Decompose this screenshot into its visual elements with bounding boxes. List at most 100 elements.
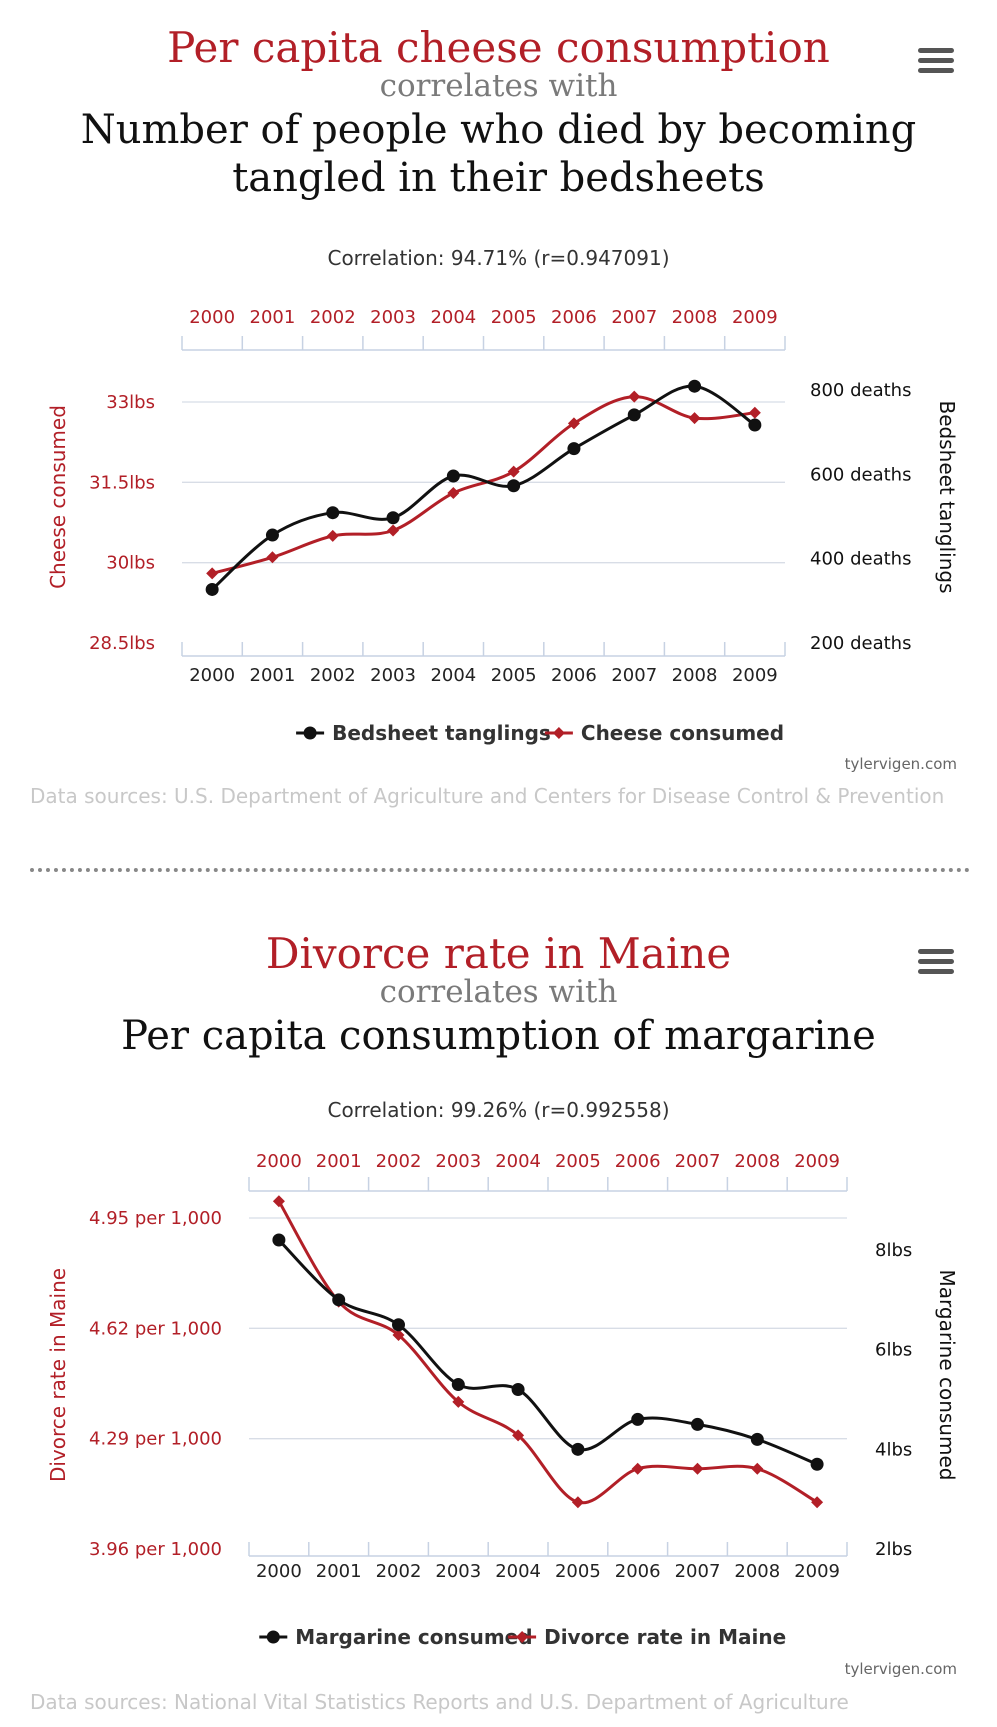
legend-label[interactable]: Bedsheet tanglings xyxy=(332,721,551,745)
x-tick-label-top: 2004 xyxy=(495,1151,541,1172)
y-right-axis-title: Bedsheet tanglings xyxy=(935,401,959,594)
data-point-margarine-consumed[interactable] xyxy=(392,1318,405,1332)
legend-marker-diamond[interactable] xyxy=(552,727,565,739)
data-point-cheese-consumed[interactable] xyxy=(326,529,339,542)
data-point-cheese-consumed[interactable] xyxy=(507,465,520,478)
y-right-tick-label: 6lbs xyxy=(875,1340,912,1361)
chart-title-variable-1: Divorce rate in Maine xyxy=(265,929,732,978)
data-point-divorce-rate-in-maine[interactable] xyxy=(631,1462,644,1475)
legend-marker-diamond[interactable] xyxy=(516,1631,529,1643)
x-tick-label-top: 2002 xyxy=(310,307,356,328)
data-point-margarine-consumed[interactable] xyxy=(810,1457,824,1471)
y-right-tick-label: 2lbs xyxy=(875,1539,912,1560)
data-point-margarine-consumed[interactable] xyxy=(272,1233,286,1247)
x-tick-label-bottom: 2007 xyxy=(611,665,657,686)
x-tick-label-bottom: 2009 xyxy=(794,1561,840,1582)
credit-text[interactable]: tylervigen.com xyxy=(844,1660,957,1678)
y-left-axis-title: Divorce rate in Maine xyxy=(46,1268,70,1482)
x-tick-label-bottom: 2008 xyxy=(734,1561,780,1582)
data-point-divorce-rate-in-maine[interactable] xyxy=(811,1496,824,1509)
legend-label[interactable]: Cheese consumed xyxy=(581,721,784,745)
data-point-divorce-rate-in-maine[interactable] xyxy=(512,1429,525,1442)
legend-marker-circle[interactable] xyxy=(266,1630,280,1644)
data-point-cheese-consumed[interactable] xyxy=(688,412,701,425)
data-point-margarine-consumed[interactable] xyxy=(631,1412,645,1426)
data-point-bedsheet-tanglings[interactable] xyxy=(326,506,340,520)
data-point-divorce-rate-in-maine[interactable] xyxy=(571,1496,584,1509)
x-tick-label-top: 2004 xyxy=(430,307,476,328)
data-point-cheese-consumed[interactable] xyxy=(206,567,219,580)
legend-marker-circle[interactable] xyxy=(303,726,317,740)
data-point-margarine-consumed[interactable] xyxy=(750,1432,764,1446)
data-point-margarine-consumed[interactable] xyxy=(571,1442,585,1456)
chart-title-correlates-with: correlates with xyxy=(379,974,618,1010)
data-point-cheese-consumed[interactable] xyxy=(628,390,641,403)
x-tick-label-top: 2009 xyxy=(794,1151,840,1172)
x-tick-label-top: 2000 xyxy=(189,307,235,328)
x-tick-label-bottom: 2002 xyxy=(376,1561,422,1582)
data-point-cheese-consumed[interactable] xyxy=(387,524,400,537)
data-point-bedsheet-tanglings[interactable] xyxy=(507,479,521,493)
series-line-cheese-consumed xyxy=(211,395,756,575)
y-left-tick-label: 3.96 per 1,000 xyxy=(89,1539,222,1560)
y-left-tick-label: 28.5lbs xyxy=(89,633,155,654)
data-point-divorce-rate-in-maine[interactable] xyxy=(272,1195,285,1208)
correlation-text: Correlation: 99.26% (r=0.992558) xyxy=(327,1098,670,1122)
data-point-bedsheet-tanglings[interactable] xyxy=(446,469,460,483)
data-point-bedsheet-tanglings[interactable] xyxy=(688,379,702,393)
data-point-margarine-consumed[interactable] xyxy=(332,1293,346,1307)
data-point-bedsheet-tanglings[interactable] xyxy=(748,418,762,432)
data-point-margarine-consumed[interactable] xyxy=(691,1417,704,1431)
correlation-text: Correlation: 94.71% (r=0.947091) xyxy=(327,246,670,270)
data-point-divorce-rate-in-maine[interactable] xyxy=(691,1462,704,1475)
data-point-cheese-consumed[interactable] xyxy=(567,417,580,430)
x-tick-label-bottom: 2004 xyxy=(495,1561,541,1582)
y-left-tick-label: 4.29 per 1,000 xyxy=(89,1429,222,1450)
data-sources-text: Data sources: U.S. Department of Agricul… xyxy=(30,784,945,808)
legend-label[interactable]: Divorce rate in Maine xyxy=(544,1625,786,1649)
series-line-divorce-rate-in-maine xyxy=(277,1200,818,1505)
line-chart-cheese-bedsheets: 2000 2000 2001 2001 2002 2002 2003 2003 2004 2004… xyxy=(46,307,959,745)
data-point-cheese-consumed[interactable] xyxy=(748,406,761,419)
x-tick-label-bottom: 2007 xyxy=(675,1561,721,1582)
legend-label[interactable]: Margarine consumed xyxy=(295,1625,532,1649)
data-point-bedsheet-tanglings[interactable] xyxy=(627,408,641,422)
x-tick-label-top: 2003 xyxy=(370,307,416,328)
x-tick-label-top: 2001 xyxy=(316,1151,362,1172)
x-tick-label-bottom: 2005 xyxy=(491,665,537,686)
x-tick-label-bottom: 2000 xyxy=(256,1561,302,1582)
data-point-cheese-consumed[interactable] xyxy=(447,487,460,500)
chart-title-correlates-with: correlates with xyxy=(379,68,618,104)
y-right-tick-label: 8lbs xyxy=(875,1240,912,1261)
data-point-divorce-rate-in-maine[interactable] xyxy=(452,1395,465,1408)
data-point-divorce-rate-in-maine[interactable] xyxy=(392,1329,405,1342)
data-point-divorce-rate-in-maine[interactable] xyxy=(751,1462,764,1475)
data-point-bedsheet-tanglings[interactable] xyxy=(205,582,219,596)
x-tick-label-bottom: 2006 xyxy=(551,665,597,686)
credit-text[interactable]: tylervigen.com xyxy=(844,755,957,773)
x-tick-label-bottom: 2003 xyxy=(435,1561,481,1582)
x-tick-label-bottom: 2002 xyxy=(310,665,356,686)
x-tick-label-top: 2006 xyxy=(551,307,597,328)
chart-panel-divorce-margarine: Divorce rate in Maine correlates with Pe… xyxy=(0,905,997,1727)
series-line-margarine-consumed xyxy=(277,1238,818,1466)
chart-title-variable-1: Per capita cheese consumption xyxy=(167,23,830,72)
data-point-margarine-consumed[interactable] xyxy=(511,1383,525,1397)
data-sources-text: Data sources: National Vital Statistics … xyxy=(30,1690,849,1714)
data-point-cheese-consumed[interactable] xyxy=(266,551,279,564)
x-tick-label-bottom: 2005 xyxy=(555,1561,601,1582)
x-tick-label-top: 2005 xyxy=(555,1151,601,1172)
x-tick-label-top: 2008 xyxy=(672,307,718,328)
line-chart-divorce-margarine: 2000 2000 2001 2001 2002 2002 2003 2003 2004 2004… xyxy=(46,1151,959,1649)
data-point-bedsheet-tanglings[interactable] xyxy=(265,528,279,542)
x-tick-label-top: 2000 xyxy=(256,1151,302,1172)
data-point-bedsheet-tanglings[interactable] xyxy=(567,442,581,456)
data-point-margarine-consumed[interactable] xyxy=(451,1378,465,1392)
hamburger-menu-icon[interactable] xyxy=(918,949,954,979)
x-tick-label-top: 2008 xyxy=(734,1151,780,1172)
y-left-tick-label: 31.5lbs xyxy=(89,472,155,493)
hamburger-menu-icon[interactable] xyxy=(918,48,954,78)
x-tick-label-top: 2007 xyxy=(611,307,657,328)
data-point-bedsheet-tanglings[interactable] xyxy=(386,511,400,525)
y-right-tick-label: 600 deaths xyxy=(810,464,911,485)
